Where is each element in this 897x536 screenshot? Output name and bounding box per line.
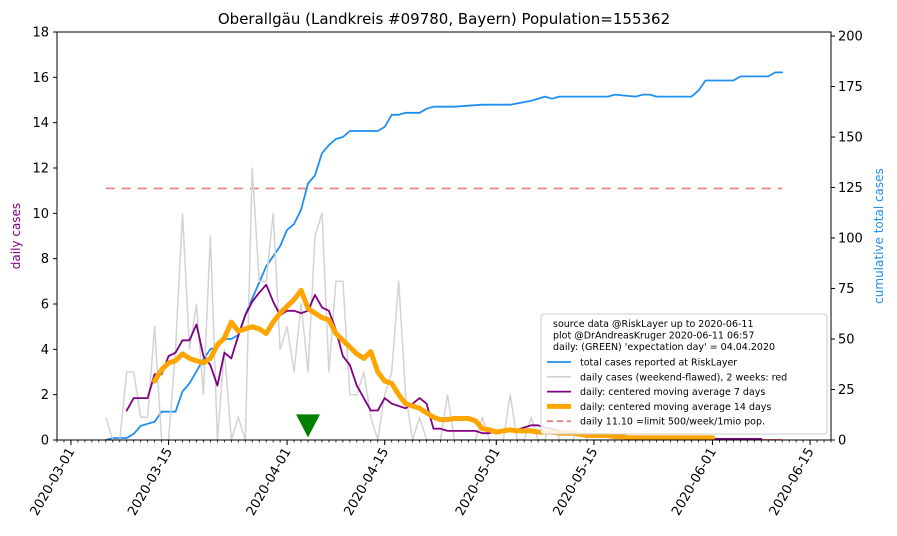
legend-header-line: daily: (GREEN) 'expectation day' = 04.04… [553,342,775,353]
legend-entry-label: daily: centered moving average 14 days [580,402,771,413]
left-tick-label: 2 [41,388,49,403]
left-tick-label: 14 [32,116,49,131]
series-ma14-line [152,287,715,440]
left-tick-label: 16 [32,71,49,86]
right-axis-label: cumulative total cases [872,168,886,304]
legend-entry-label: daily: centered moving average 7 days [580,387,765,398]
series-daily-cases-line [105,167,692,440]
x-tick-label: 2020-03-01 [28,446,79,519]
right-tick-label: 175 [838,80,863,95]
plot-frame [56,31,832,441]
legend-box [540,313,828,435]
left-tick-label: 10 [32,207,49,222]
right-tick-label: 0 [838,434,846,449]
left-tick-label: 8 [41,252,49,267]
legend-entry-label: daily 11.10 =limit 500/week/1mio pop. [580,417,765,428]
x-tick-label: 2020-03-15 [125,446,176,519]
x-tick-label: 2020-06-01 [669,446,720,519]
legend-entry-label: daily cases (weekend-flawed), 2 weeks: r… [580,372,787,383]
legend-header-line: plot @DrAndreasKruger 2020-06-11 06:57 [553,331,754,342]
x-tick-label: 2020-04-15 [341,446,392,519]
left-tick-label: 6 [41,298,49,313]
legend-header-line: source data @RiskLayer up to 2020-06-11 [553,319,754,330]
left-tick-label: 12 [32,162,49,177]
left-axis-label: daily cases [9,203,23,269]
chart-marks [104,71,784,440]
right-tick-label: 25 [838,383,855,398]
x-tick-label: 2020-05-15 [551,446,602,519]
right-tick-label: 200 [838,30,863,45]
right-tick-label: 125 [838,181,863,196]
left-tick-label: 4 [41,343,49,358]
right-tick-label: 75 [838,282,855,297]
legend-entry-label: total cases reported at RiskLayer [580,358,737,369]
chart-axes: 0 2 4 6 8 10 12 14 16 18 0 25 50 75 100 125 150 175 200 202… [28,26,863,519]
x-tick-label: 2020-06-15 [767,446,818,519]
series-total-cases-line [104,71,784,440]
x-tick-label: 2020-04-01 [244,446,295,519]
expectation-day-marker [296,414,321,438]
right-tick-label: 50 [838,333,855,348]
x-tick-label: 2020-05-01 [453,446,504,519]
right-tick-label: 100 [838,232,863,247]
left-tick-label: 18 [32,26,49,41]
chart-title: Oberallgäu (Landkreis #09780, Bayern) Po… [218,10,670,28]
left-tick-label: 0 [41,434,49,449]
right-tick-label: 150 [838,131,863,146]
legend: source data @RiskLayer up to 2020-06-11p… [540,313,828,435]
